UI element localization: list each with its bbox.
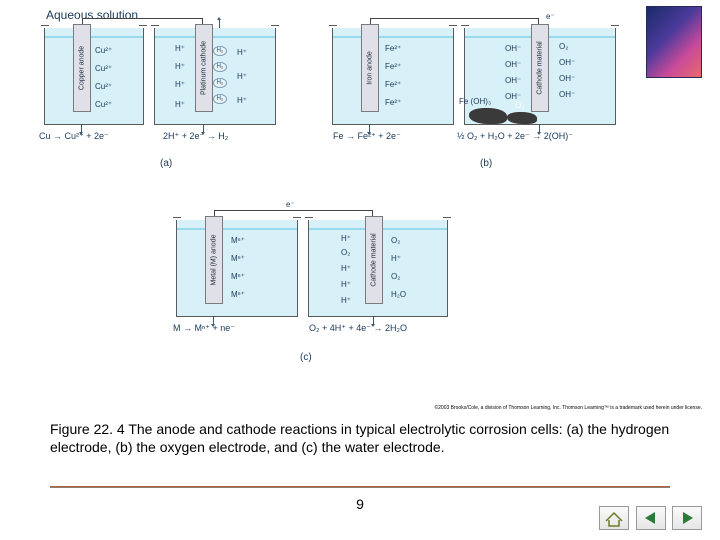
electrode-metal-anode: Metal (M) anode [205,216,223,304]
debris-iron-hydroxide [469,108,507,124]
equation-a-right: 2H⁺ + 2e⁻ → H₂ [163,131,228,142]
prev-button[interactable] [636,506,666,530]
home-button[interactable] [599,506,629,530]
divider [50,486,670,488]
copyright-text: ©2003 Brooks/Cole, a division of Thomson… [434,405,702,411]
panel-b: e⁻ Iron anode Fe²⁺ Fe²⁺ Fe²⁺ Fe²⁺ Fe → F… [332,28,454,125]
panel-a-label: (a) [160,158,172,169]
equation-c-left: M → Mⁿ⁺ + ne⁻ [173,323,235,334]
navigation-controls [597,506,702,530]
equation-a-left: Cu → Cu²⁺ + 2e⁻ [39,131,109,142]
equation-c-right: O₂ + 4H⁺ + 4e⁻ → 2H₂O [309,323,407,334]
panel-c: e⁻ Metal (M) anode Mⁿ⁺ Mⁿ⁺ Mⁿ⁺ Mⁿ⁺ M → M… [176,220,298,317]
electrode-cathode-b: Cathode material [531,24,549,112]
electrode-copper-anode: Copper anode [73,24,91,112]
electrode-cathode-c: Cathode material [365,216,383,304]
beaker-a-anode: Copper anode Cu²⁺ Cu²⁺ Cu²⁺ Cu²⁺ Cu → Cu… [44,28,144,125]
electrode-iron-anode: Iron anode [361,24,379,112]
next-button[interactable] [672,506,702,530]
figure-caption: Figure 22. 4 The anode and cathode react… [50,420,670,456]
panel-a: Copper anode Cu²⁺ Cu²⁺ Cu²⁺ Cu²⁺ Cu → Cu… [44,28,144,125]
beaker-a-cathode: Platinum cathode H⁺ H⁺ H⁺ H⁺ H₂ H₂ H₂ H₂… [154,28,276,125]
beaker-b-anode: Iron anode Fe²⁺ Fe²⁺ Fe²⁺ Fe²⁺ Fe → Fe²⁺… [332,28,454,125]
equation-b-right: ½ O₂ + H₂O + 2e⁻ → 2(OH)⁻ [457,131,573,142]
page-number: 9 [356,496,364,512]
equation-b-left: Fe → Fe²⁺ + 2e⁻ [333,131,401,142]
electrode-platinum-cathode: Platinum cathode [195,24,213,112]
solution-label: Aqueous solution [46,8,138,22]
beaker-b-cathode: Cathode material OH⁻ OH⁻ OH⁻ OH⁻ O₂ OH⁻ … [464,28,616,125]
panel-c-label: (c) [300,352,312,363]
beaker-c-anode: Metal (M) anode Mⁿ⁺ Mⁿ⁺ Mⁿ⁺ Mⁿ⁺ M → Mⁿ⁺ … [176,220,298,317]
textbook-thumbnail [646,6,702,78]
beaker-c-cathode: Cathode material H⁺ O₂ H⁺ H⁺ H⁺ O₂ H⁺ O₂… [308,220,448,317]
panel-b-label: (b) [480,158,492,169]
